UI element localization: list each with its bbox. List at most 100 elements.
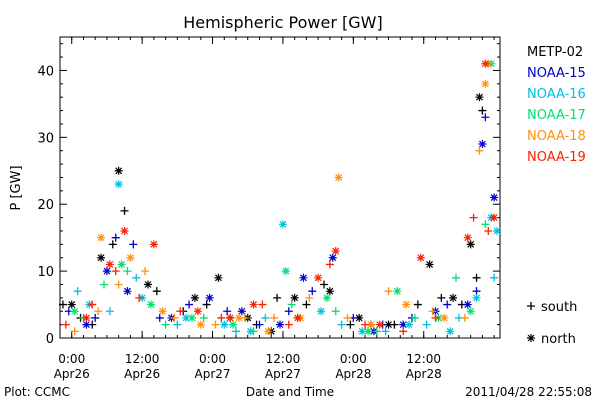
south-point <box>105 307 114 316</box>
north-point <box>493 226 502 235</box>
south-point <box>460 313 469 322</box>
south-point <box>100 280 108 289</box>
marker-legend-star-icon <box>527 334 535 342</box>
north-point <box>475 93 484 102</box>
y-axis-label: P [GW] <box>9 165 24 210</box>
south-point <box>199 313 208 322</box>
y-tick-label: 10 <box>37 265 54 280</box>
south-point <box>452 273 460 282</box>
south-point <box>302 300 311 309</box>
north-point <box>425 260 434 269</box>
x-tick-time-label: 12:00 <box>125 352 160 366</box>
south-point <box>135 293 144 302</box>
south-point <box>202 300 211 309</box>
north-point <box>158 307 167 316</box>
south-point <box>478 106 487 115</box>
south-point <box>472 287 481 296</box>
north-point <box>416 253 425 262</box>
north-point <box>331 247 340 256</box>
south-point <box>88 300 97 309</box>
north-point <box>82 313 91 322</box>
legend-entry: METP-02 <box>527 45 583 60</box>
south-point <box>270 313 279 322</box>
north-point <box>478 140 487 149</box>
legend-entry: NOAA-16 <box>527 87 586 102</box>
north-point <box>190 293 199 302</box>
south-point <box>258 300 267 309</box>
north-point <box>384 320 393 329</box>
series-group <box>61 59 499 336</box>
north-point <box>472 293 481 302</box>
south-point <box>384 287 393 296</box>
series-legend: METP-02 NOAA-15 NOAA-16 NOAA-17 NOAA-18 NOAA-… <box>527 45 586 165</box>
legend-entry: NOAA-18 <box>527 129 586 144</box>
south-point <box>428 307 437 316</box>
series-group <box>70 59 496 336</box>
south-point <box>108 240 117 249</box>
south-point <box>337 320 346 329</box>
south-point <box>141 267 150 276</box>
north-point <box>449 293 458 302</box>
north-point <box>220 320 229 329</box>
north-point <box>193 307 202 316</box>
north-point <box>299 273 308 282</box>
north-point <box>440 313 449 322</box>
south-point <box>261 313 270 322</box>
south-point <box>114 280 123 289</box>
north-point <box>317 307 326 316</box>
marker-legend-label: north <box>541 332 576 347</box>
north-point <box>82 320 91 329</box>
south-point <box>211 320 220 329</box>
south-point <box>176 307 185 316</box>
north-point <box>481 79 490 88</box>
south-point <box>381 327 390 336</box>
south-point <box>61 320 70 329</box>
north-point <box>281 267 290 276</box>
south-point <box>120 206 129 215</box>
north-point <box>149 240 158 249</box>
north-point <box>358 327 367 336</box>
south-point <box>284 320 293 329</box>
south-point <box>399 327 408 336</box>
north-point <box>399 320 408 329</box>
north-point <box>226 313 235 322</box>
south-point <box>255 320 264 329</box>
north-point <box>366 320 375 329</box>
north-point <box>405 320 414 329</box>
north-point <box>463 300 472 309</box>
south-point <box>443 300 452 309</box>
north-point <box>237 307 246 316</box>
y-tick-label: 40 <box>37 64 54 79</box>
south-point <box>155 313 164 322</box>
north-point <box>214 273 223 282</box>
north-point <box>117 260 126 269</box>
north-point <box>196 320 205 329</box>
legend-entry: NOAA-15 <box>527 66 586 81</box>
x-tick-date-label: Apr27 <box>195 367 231 381</box>
south-point <box>372 327 381 336</box>
north-point <box>123 287 132 296</box>
south-point <box>308 287 317 296</box>
north-point <box>463 233 472 242</box>
north-point <box>144 280 152 289</box>
series-group <box>70 59 493 336</box>
south-point <box>481 113 490 122</box>
south-point <box>129 240 138 249</box>
south-point <box>173 320 182 329</box>
x-axis: 0:00Apr2612:00Apr260:00Apr2712:00Apr270:… <box>54 37 495 381</box>
south-point <box>232 327 240 336</box>
marker-legend-label: south <box>541 300 577 315</box>
north-point <box>276 320 284 329</box>
north-point <box>446 327 455 336</box>
north-point <box>402 300 411 309</box>
legend-entry: NOAA-19 <box>527 150 586 165</box>
south-point <box>331 307 340 316</box>
north-point <box>322 293 331 302</box>
south-point <box>437 293 446 302</box>
x-tick-time-label: 12:00 <box>266 352 301 366</box>
south-point <box>343 313 352 322</box>
x-tick-date-label: Apr26 <box>54 367 90 381</box>
south-point <box>223 307 232 316</box>
north-point <box>249 300 258 309</box>
x-tick-date-label: Apr27 <box>265 367 301 381</box>
